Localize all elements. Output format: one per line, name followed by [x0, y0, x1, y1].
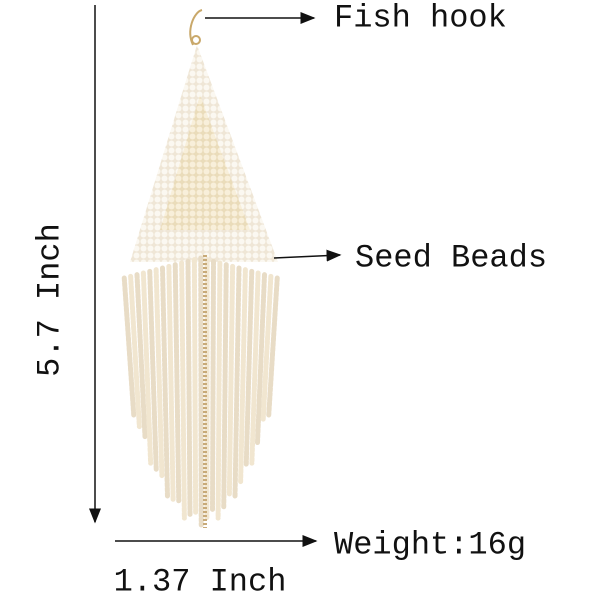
fish-hook-label: Fish hook [334, 0, 507, 36]
fringe-strand [249, 270, 261, 466]
fringe-strand [255, 272, 267, 446]
hook-loop [191, 35, 201, 45]
fringe-strand [121, 275, 137, 418]
weight-label: Weight:16g [334, 526, 526, 563]
fringe-strand [128, 273, 142, 430]
fringe-strand [172, 262, 182, 504]
fringe-strand [243, 268, 255, 467]
fringe-strand [221, 262, 229, 510]
fringe-strand [238, 267, 248, 485]
fringe-strand [140, 270, 154, 466]
fringe-strand [198, 255, 204, 528]
fringe-strand [134, 272, 148, 440]
fringe-strand [179, 260, 187, 521]
fringe-strand [266, 275, 280, 418]
fringe-strand [153, 267, 165, 479]
fringe-strand [260, 273, 274, 424]
fringe-strand [215, 260, 223, 521]
inner-triangle [160, 95, 250, 230]
seed-beads-label: Seed Beads [355, 239, 547, 276]
fringe-strand [160, 265, 170, 500]
height-label: 5.7 Inch [31, 223, 68, 377]
fringe-strand [232, 265, 242, 500]
fringe [121, 255, 280, 528]
earring [121, 9, 280, 528]
fringe-strand [191, 257, 199, 515]
fringe-strand [166, 263, 176, 503]
seed-beads-arrow [273, 249, 342, 262]
width-label: 1.37 Inch [114, 563, 287, 600]
fringe-strand [210, 258, 216, 513]
fringe-strand [185, 258, 193, 519]
fringe-strand [226, 263, 236, 497]
fringe-strand [147, 268, 159, 473]
